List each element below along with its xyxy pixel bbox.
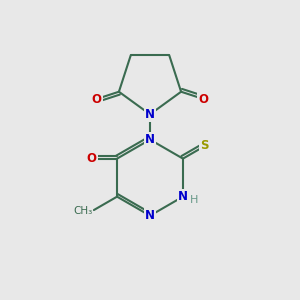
Text: N: N	[145, 108, 155, 121]
Text: N: N	[178, 190, 188, 203]
Text: S: S	[201, 140, 209, 152]
Text: N: N	[145, 133, 155, 146]
Text: H: H	[190, 195, 198, 205]
Text: O: O	[91, 93, 101, 106]
Text: CH₃: CH₃	[73, 206, 92, 216]
Text: N: N	[145, 209, 155, 222]
Text: O: O	[87, 152, 97, 165]
Text: O: O	[199, 93, 209, 106]
